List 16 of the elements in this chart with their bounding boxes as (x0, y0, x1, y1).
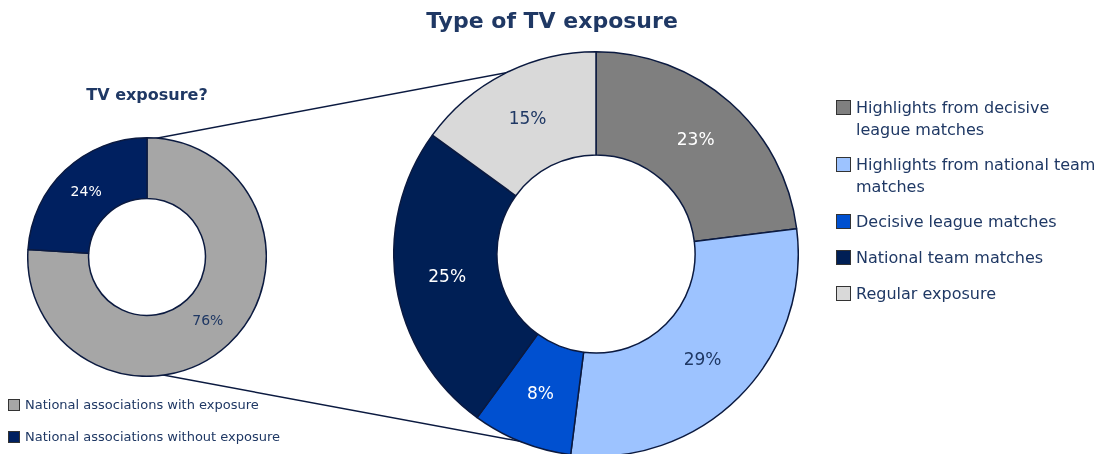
legend-label: Regular exposure (856, 282, 996, 305)
legend-label: National team matches (856, 246, 1044, 269)
data-label: 15% (508, 108, 547, 129)
legend-label: National associations without exposure (25, 427, 281, 446)
data-label: 76% (192, 312, 224, 329)
legend-label: Highlights from decisive league matches (856, 97, 1051, 141)
data-label: 24% (70, 182, 102, 199)
legend-label: Highlights from national team matches (856, 154, 1096, 198)
chart-title: TV exposure? (86, 85, 208, 104)
chart-title: Type of TV exposure (426, 8, 678, 33)
data-label: 25% (428, 265, 467, 286)
data-label: 8% (527, 382, 555, 403)
legend-label: Decisive league matches (856, 211, 1057, 233)
legend-label: National associations with exposure (25, 396, 259, 414)
data-label: 23% (676, 129, 715, 150)
data-label: 29% (683, 348, 722, 369)
